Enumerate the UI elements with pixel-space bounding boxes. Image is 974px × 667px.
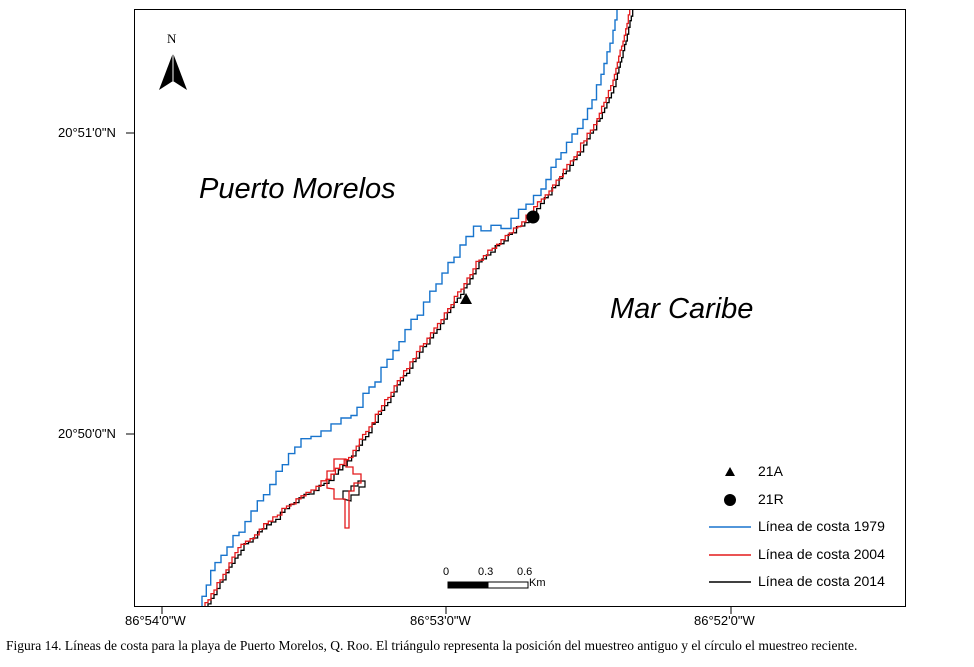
coastline-1979 (201, 10, 618, 606)
legend-circle-icon (724, 494, 736, 506)
sample-21R-marker (526, 210, 540, 224)
legend-label-2004: Línea de costa 2004 (758, 546, 885, 562)
lon-label-86-54: 86°54'0"W (125, 613, 186, 628)
coast-2014-segment (207, 10, 634, 606)
coast-2004-segment (326, 458, 362, 529)
map-canvas (159, 10, 751, 606)
coastline-2004 (204, 10, 631, 606)
legend-label-1979: Línea de costa 1979 (758, 518, 885, 534)
sea-label: Mar Caribe (610, 293, 754, 325)
lat-label-20-51: 20°51'0"N (58, 125, 116, 140)
land-label: Puerto Morelos (199, 173, 396, 205)
lon-label-86-53: 86°53'0"W (410, 613, 471, 628)
legend-label-21A: 21A (758, 463, 783, 479)
scale-label-0: 0 (443, 566, 450, 578)
coast-1979-segment (201, 10, 618, 606)
scale-label-0-3: 0.3 (478, 566, 494, 578)
coast-2004-segment (204, 10, 631, 606)
sample-21A-marker (460, 293, 472, 304)
legend-triangle-icon (725, 467, 735, 476)
scale-bar (447, 581, 529, 589)
figure-caption: Figura 14. Líneas de costa para la playa… (6, 638, 858, 653)
lon-label-86-52: 86°52'0"W (694, 613, 755, 628)
north-letter: N (167, 31, 177, 46)
north-arrow-icon (159, 53, 187, 90)
map-frame (134, 9, 906, 607)
scale-unit: Km (529, 577, 546, 589)
lat-label-20-50: 20°50'0"N (58, 426, 116, 441)
legend-label-2014: Línea de costa 2014 (758, 573, 885, 589)
legend-label-21R: 21R (758, 491, 784, 507)
scale-label-0-6: 0.6 (517, 566, 533, 578)
